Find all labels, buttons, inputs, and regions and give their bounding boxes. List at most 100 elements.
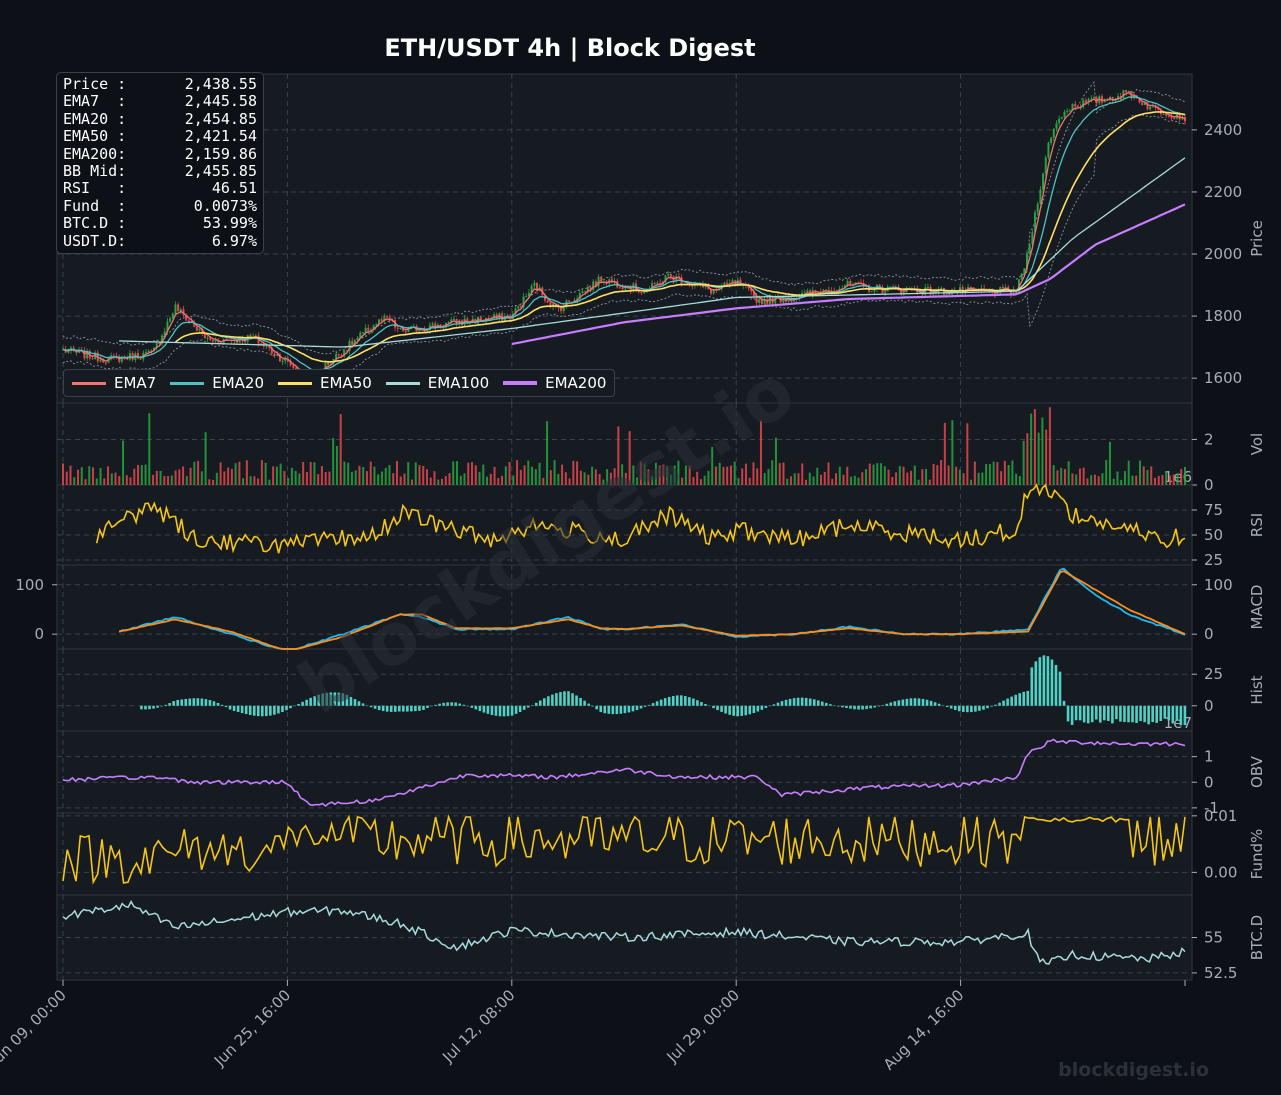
- volume-bar: [302, 461, 305, 485]
- volume-bar: [827, 462, 830, 485]
- hist-bar: [244, 705, 248, 715]
- hist-bar: [756, 705, 760, 712]
- candle-body: [1036, 203, 1039, 213]
- volume-bar: [789, 476, 792, 485]
- volume-bar: [654, 462, 657, 485]
- candle-body: [1031, 232, 1034, 245]
- candle-body: [889, 286, 892, 288]
- hist-bar: [466, 705, 470, 707]
- hist-bar: [422, 705, 425, 710]
- candle-body: [1039, 189, 1042, 204]
- xtick-label: Jun 25, 16:00: [210, 986, 294, 1070]
- candle-body: [1042, 173, 1045, 190]
- volume-bar: [940, 460, 943, 485]
- volume-bar: [118, 475, 121, 485]
- volume-bar: [609, 472, 612, 485]
- volume-bar: [369, 461, 372, 485]
- volume-bar: [527, 460, 530, 485]
- candle-body: [589, 286, 592, 290]
- hist-bar: [937, 703, 941, 706]
- volume-bar: [77, 469, 80, 485]
- volume-bar: [245, 460, 248, 485]
- hist-bar: [865, 705, 868, 710]
- hist-bar: [679, 695, 683, 706]
- candle-body: [1074, 103, 1077, 107]
- volume-bar: [497, 478, 500, 485]
- hist-bar: [909, 698, 913, 706]
- hist-bar: [1135, 705, 1138, 723]
- legend-item: EMA20: [170, 374, 264, 392]
- hist-bar: [796, 697, 800, 706]
- volume-bar: [208, 479, 211, 485]
- hist-bar: [901, 699, 905, 706]
- candle-body: [1004, 286, 1007, 289]
- hist-bar: [635, 705, 639, 711]
- info-value: 2,454.85: [184, 109, 257, 128]
- legend-item: EMA50: [278, 374, 372, 392]
- candle-body: [560, 308, 563, 312]
- hist-bar: [893, 701, 897, 706]
- hist-bar: [647, 704, 651, 706]
- volume-bar: [125, 475, 128, 485]
- ytick-label-volume: 2: [1204, 430, 1214, 448]
- hist-bar: [740, 705, 744, 716]
- hist-bar: [1010, 696, 1013, 706]
- volume-bar: [763, 473, 766, 485]
- hist-bar: [490, 705, 494, 715]
- candle-body: [806, 290, 809, 293]
- volume-bar: [962, 473, 965, 485]
- volume-bar: [846, 466, 849, 485]
- candle-body: [1087, 99, 1090, 103]
- volume-bar: [1022, 440, 1025, 485]
- hist-bar: [1042, 655, 1046, 706]
- info-label: EMA50 :: [63, 127, 127, 146]
- ylabel-macd: MACD: [1248, 585, 1266, 630]
- candle-body: [493, 314, 496, 318]
- volume-bar: [1112, 478, 1115, 485]
- volume-bar: [1003, 460, 1006, 485]
- candle-body: [329, 363, 332, 365]
- volume-bar: [1172, 474, 1175, 485]
- candle-body: [450, 319, 453, 323]
- hist-bar: [369, 705, 373, 708]
- candle-body: [112, 355, 115, 357]
- hist-bar: [148, 705, 151, 710]
- hist-bar: [385, 705, 389, 712]
- candle-body: [1165, 113, 1168, 116]
- volume-bar: [658, 465, 661, 485]
- hist-bar: [486, 705, 490, 714]
- volume-bar: [936, 465, 939, 485]
- candle-body: [527, 292, 530, 297]
- candle-body: [158, 343, 161, 345]
- candle-body: [404, 331, 407, 333]
- hist-bar: [1022, 691, 1026, 706]
- candle-body: [201, 328, 204, 334]
- hist-bar: [861, 705, 864, 710]
- ytick-label-price: 1800: [1204, 307, 1242, 325]
- volume-bar: [140, 465, 143, 485]
- hist-bar: [1062, 700, 1066, 706]
- hist-bar: [736, 705, 740, 717]
- hist-bar: [414, 705, 417, 712]
- hist-bar: [168, 703, 171, 706]
- hist-bar: [619, 705, 623, 714]
- hist-bar: [869, 705, 872, 709]
- volume-bar: [332, 438, 335, 485]
- volume-bar: [835, 473, 838, 485]
- hist-bar: [591, 705, 594, 707]
- candle-body: [155, 343, 158, 348]
- hist-bar: [1090, 705, 1094, 723]
- ytick-label-btcd: 52.5: [1204, 964, 1237, 982]
- hist-bar: [329, 692, 333, 706]
- volume-bar: [425, 469, 428, 485]
- ema200-line: [511, 203, 1186, 346]
- hist-bar: [1119, 705, 1122, 722]
- hist-bar: [534, 702, 538, 706]
- volume-bar: [759, 420, 762, 485]
- volume-bar: [88, 466, 91, 485]
- candle-body: [1058, 118, 1061, 124]
- candle-body: [99, 359, 102, 362]
- ytick-label-price: 2200: [1204, 183, 1242, 201]
- hist-bar: [953, 705, 957, 711]
- hist-bar: [559, 692, 562, 706]
